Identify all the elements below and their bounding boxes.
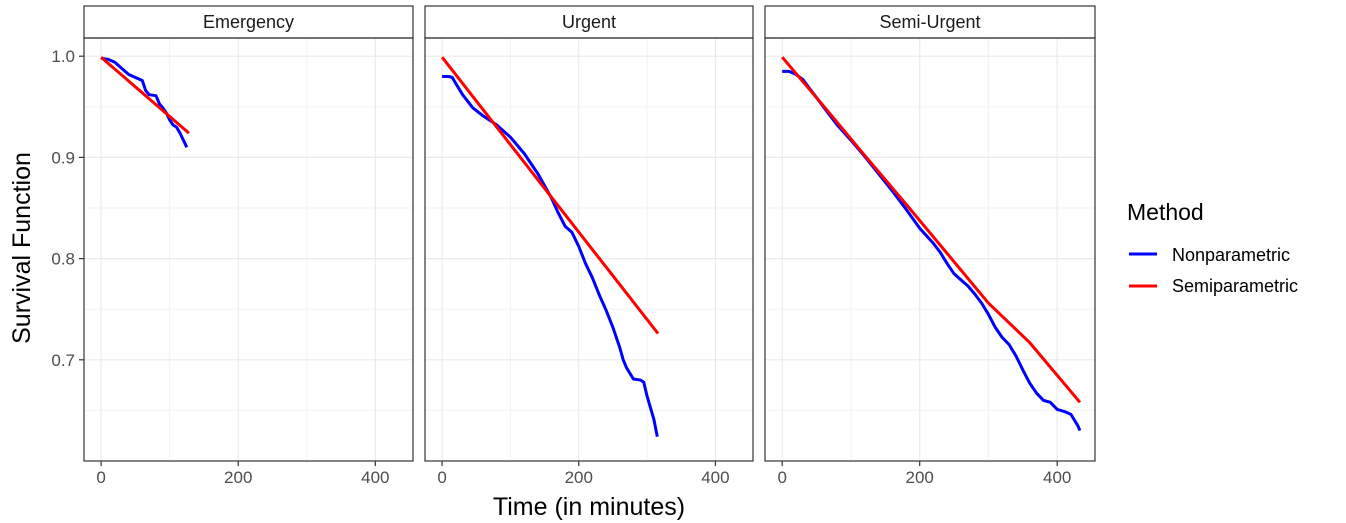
x-axis-title: Time (in minutes)	[493, 493, 685, 521]
y-tick-label: 0.9	[51, 148, 75, 167]
panel-background	[425, 38, 753, 461]
series-line-semiparametric	[100, 56, 190, 135]
panel-background	[84, 38, 413, 461]
x-tick-label: 200	[906, 468, 934, 487]
y-axis-title: Survival Function	[8, 152, 36, 344]
strip-label-emergency: Emergency	[203, 12, 294, 32]
strip-label-urgent: Urgent	[562, 12, 616, 32]
strip-border	[83, 5, 414, 39]
strip-urgent	[425, 6, 753, 38]
strip-semi-urgent	[765, 6, 1095, 38]
x-tick-label: 0	[777, 468, 786, 487]
series-line-nonparametric	[442, 75, 659, 437]
x-tick-label: 200	[224, 468, 252, 487]
strip-border	[424, 5, 754, 39]
panel-emergency: Emergency 0 200 400 0.7 0.8 0.9 1.0	[51, 5, 414, 487]
panel-urgent: Urgent 0 200 400	[424, 5, 754, 487]
strip-border	[764, 5, 1096, 39]
x-tick-label: 0	[437, 468, 446, 487]
facet-panels: Emergency 0 200 400 0.7 0.8 0.9 1.0 Urgent 0 200 40…	[51, 5, 1096, 487]
y-tick-label: 0.8	[51, 250, 75, 269]
panel-background	[765, 38, 1095, 461]
strip-label-semi-urgent: Semi-Urgent	[879, 12, 980, 32]
series-line-semiparametric	[440, 56, 660, 335]
y-tick-label: 0.7	[51, 351, 75, 370]
series-line-semiparametric	[781, 56, 1082, 404]
x-tick-label: 0	[96, 468, 105, 487]
series-line-nonparametric	[100, 56, 189, 148]
y-tick-label: 1.0	[51, 47, 75, 66]
legend-title: Method	[1127, 199, 1204, 225]
x-tick-label: 400	[701, 468, 729, 487]
legend: Method Nonparametric Semiparametric	[1127, 199, 1298, 296]
x-tick-label: 400	[1043, 468, 1071, 487]
strip-emergency	[84, 6, 413, 38]
x-tick-label: 200	[565, 468, 593, 487]
legend-label-semiparametric: Semiparametric	[1172, 276, 1298, 296]
panel-semi-urgent: Semi-Urgent 0 200 400	[764, 5, 1096, 487]
x-tick-label: 400	[361, 468, 389, 487]
legend-label-nonparametric: Nonparametric	[1172, 245, 1290, 265]
